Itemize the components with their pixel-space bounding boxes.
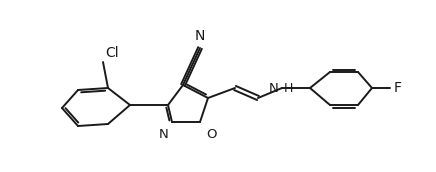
- Text: N: N: [195, 29, 205, 43]
- Text: Cl: Cl: [105, 46, 119, 60]
- Text: H: H: [284, 82, 293, 94]
- Text: N: N: [268, 82, 278, 94]
- Text: N: N: [158, 128, 168, 141]
- Text: F: F: [394, 81, 402, 95]
- Text: O: O: [206, 128, 217, 141]
